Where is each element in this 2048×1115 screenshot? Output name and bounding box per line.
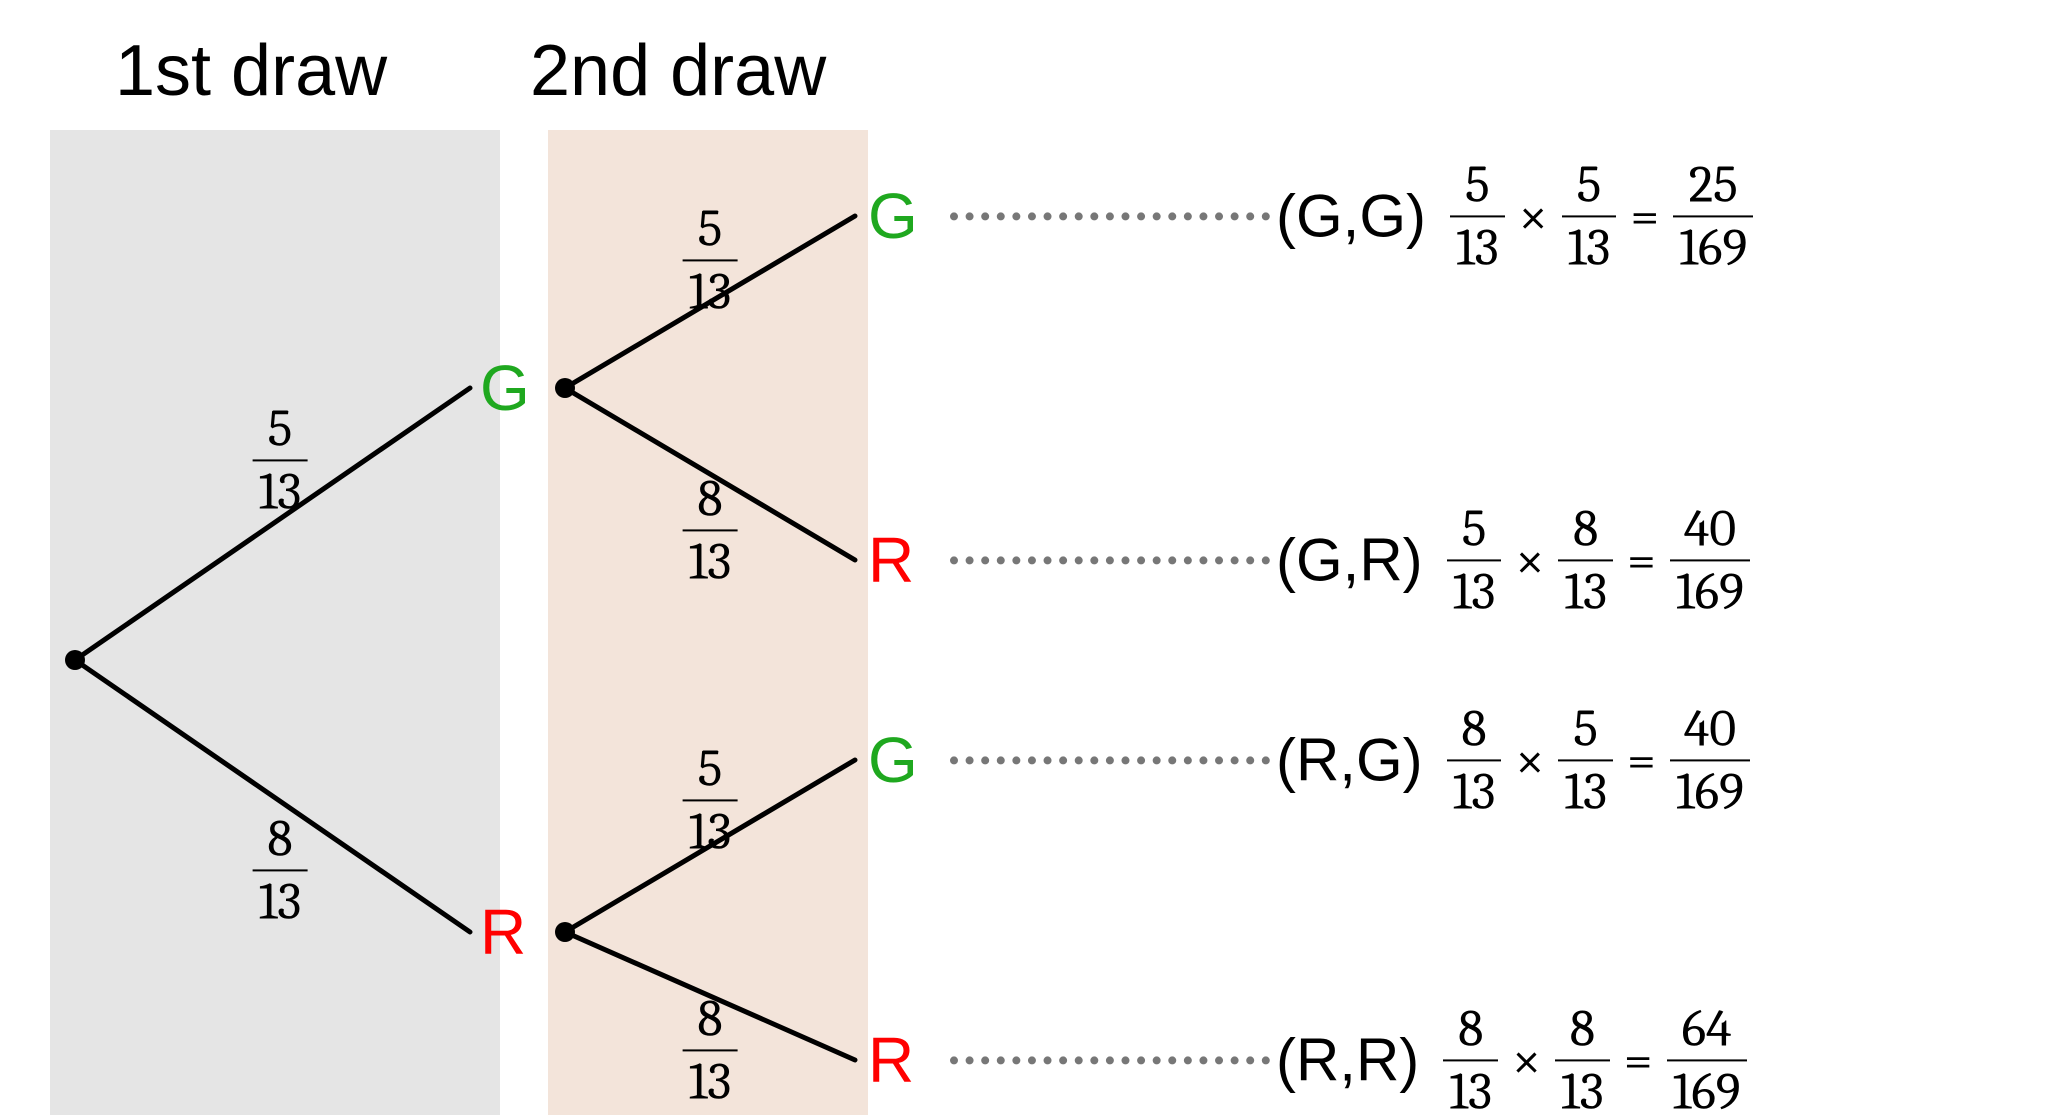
frac-den: 13 bbox=[1562, 220, 1617, 275]
calc-frac-1: 813 bbox=[1443, 1001, 1498, 1115]
branch-frac-draw2-RR: 8 13 bbox=[683, 991, 738, 1108]
calc-frac-result: 64169 bbox=[1667, 1001, 1747, 1115]
outcome-calc: 813×513=40169 bbox=[1447, 701, 1750, 818]
frac-den: 13 bbox=[683, 1054, 738, 1109]
frac-num: 5 bbox=[1459, 157, 1496, 212]
leaf-label-GR: R bbox=[868, 523, 914, 597]
probability-tree-diagram: 1st draw 2nd draw G R G R G R 5 13 8 13 … bbox=[0, 0, 2048, 1115]
calc-frac-2: 513 bbox=[1558, 701, 1613, 818]
frac-num: 64 bbox=[1676, 1001, 1738, 1056]
frac-num: 5 bbox=[692, 201, 729, 256]
frac-den: 13 bbox=[253, 464, 308, 519]
level1-label-R: R bbox=[480, 895, 526, 969]
frac-den: 13 bbox=[1555, 1064, 1610, 1115]
frac-den: 13 bbox=[1558, 764, 1613, 819]
branch-frac-draw2-GR: 8 13 bbox=[683, 471, 738, 588]
outcome-pair-label: (R,R) bbox=[1276, 1026, 1419, 1095]
frac-den: 13 bbox=[1447, 564, 1502, 619]
outcome-row-GG: (G,G)513×513=25169 bbox=[950, 157, 1753, 274]
outcome-dotted-leader bbox=[950, 756, 1270, 764]
outcome-calc: 813×813=64169 bbox=[1443, 1001, 1746, 1115]
outcome-calc: 513×813=40169 bbox=[1447, 501, 1750, 618]
level1-label-G: G bbox=[480, 351, 530, 425]
calc-frac-result: 25169 bbox=[1673, 157, 1753, 274]
equals-operator: = bbox=[1627, 730, 1656, 790]
equals-operator: = bbox=[1627, 530, 1656, 590]
frac-den: 13 bbox=[683, 534, 738, 589]
frac-num: 5 bbox=[1571, 157, 1608, 212]
frac-den: 13 bbox=[1447, 764, 1502, 819]
calc-frac-1: 813 bbox=[1447, 701, 1502, 818]
leaf-label-GG: G bbox=[868, 179, 918, 253]
frac-num: 40 bbox=[1678, 501, 1742, 556]
outcome-dotted-leader bbox=[950, 556, 1270, 564]
calc-frac-2: 813 bbox=[1558, 501, 1613, 618]
calc-frac-1: 513 bbox=[1447, 501, 1502, 618]
outcome-row-GR: (G,R)513×813=40169 bbox=[950, 501, 1750, 618]
times-operator: × bbox=[1519, 186, 1548, 246]
frac-den: 169 bbox=[1670, 764, 1750, 819]
calc-frac-2: 513 bbox=[1562, 157, 1617, 274]
times-operator: × bbox=[1515, 730, 1544, 790]
frac-den: 169 bbox=[1670, 564, 1750, 619]
branch-frac-draw2-GG: 5 13 bbox=[683, 201, 738, 318]
frac-num: 8 bbox=[1564, 1001, 1601, 1056]
frac-den: 169 bbox=[1667, 1064, 1747, 1115]
times-operator: × bbox=[1515, 530, 1544, 590]
frac-num: 40 bbox=[1678, 701, 1742, 756]
frac-den: 13 bbox=[1443, 1064, 1498, 1115]
leaf-label-RG: G bbox=[868, 723, 918, 797]
frac-den: 13 bbox=[253, 874, 308, 929]
frac-num: 8 bbox=[691, 471, 728, 526]
outcome-dotted-leader bbox=[950, 212, 1270, 220]
frac-den: 13 bbox=[1450, 220, 1505, 275]
outcome-row-RG: (R,G)813×513=40169 bbox=[950, 701, 1750, 818]
frac-num: 8 bbox=[261, 811, 298, 866]
frac-num: 5 bbox=[692, 741, 729, 796]
frac-num: 5 bbox=[1456, 501, 1493, 556]
equals-operator: = bbox=[1624, 1030, 1653, 1090]
frac-num: 5 bbox=[262, 401, 299, 456]
outcome-calc: 513×513=25169 bbox=[1450, 157, 1753, 274]
times-operator: × bbox=[1512, 1030, 1541, 1090]
leaf-label-RR: R bbox=[868, 1023, 914, 1097]
outcome-pair-label: (R,G) bbox=[1276, 726, 1423, 795]
branch-frac-draw2-RG: 5 13 bbox=[683, 741, 738, 858]
calc-frac-1: 513 bbox=[1450, 157, 1505, 274]
frac-den: 13 bbox=[1558, 564, 1613, 619]
frac-num: 5 bbox=[1567, 701, 1604, 756]
outcome-row-RR: (R,R)813×813=64169 bbox=[950, 1001, 1747, 1115]
frac-num: 8 bbox=[691, 991, 728, 1046]
frac-num: 8 bbox=[1452, 1001, 1489, 1056]
outcome-pair-label: (G,R) bbox=[1276, 526, 1423, 595]
calc-frac-result: 40169 bbox=[1670, 501, 1750, 618]
branch-frac-draw1-R: 8 13 bbox=[253, 811, 308, 928]
calc-frac-2: 813 bbox=[1555, 1001, 1610, 1115]
equals-operator: = bbox=[1630, 186, 1659, 246]
outcome-dotted-leader bbox=[950, 1056, 1270, 1064]
frac-num: 25 bbox=[1683, 157, 1744, 212]
frac-den: 13 bbox=[683, 804, 738, 859]
calc-frac-result: 40169 bbox=[1670, 701, 1750, 818]
frac-num: 8 bbox=[1455, 701, 1492, 756]
frac-den: 169 bbox=[1673, 220, 1753, 275]
outcome-pair-label: (G,G) bbox=[1276, 182, 1426, 251]
branch-frac-draw1-G: 5 13 bbox=[253, 401, 308, 518]
frac-den: 13 bbox=[683, 264, 738, 319]
frac-num: 8 bbox=[1567, 501, 1604, 556]
